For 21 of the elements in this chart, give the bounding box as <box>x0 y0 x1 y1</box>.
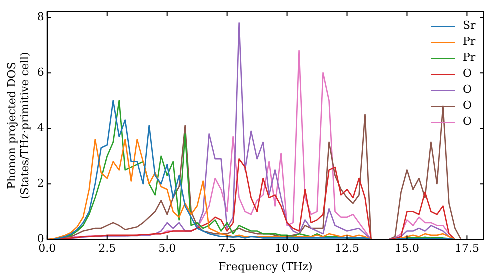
y-tick-label: 8 <box>37 10 44 24</box>
x-tick-label: 2.5 <box>98 242 116 256</box>
x-axis-title: Frequency (THz) <box>218 260 313 274</box>
y-axis-title: Phonon projected DOS (States/THz·primitive cell) <box>5 52 32 200</box>
x-tick-label: 12.5 <box>335 242 360 256</box>
legend-label: Pr <box>463 50 476 66</box>
legend-label: O <box>463 82 472 98</box>
legend-label: O <box>463 114 472 130</box>
legend-label: O <box>463 98 472 114</box>
y-tick-label: 4 <box>37 121 44 134</box>
x-tick-label: 5.0 <box>158 242 176 256</box>
x-tick-label: 15.0 <box>394 242 420 256</box>
x-tick-label: 10.0 <box>275 242 300 256</box>
legend-label: Sr <box>463 18 476 34</box>
legend-label: O <box>463 66 472 82</box>
x-tick-label: 7.5 <box>218 242 236 256</box>
y-tick-label: 6 <box>37 66 44 79</box>
legend-label: Pr <box>463 34 476 50</box>
y-tick-label: 2 <box>37 176 44 190</box>
x-tick-label: 17.5 <box>454 242 480 256</box>
x-tick-label: 0.0 <box>38 242 56 256</box>
